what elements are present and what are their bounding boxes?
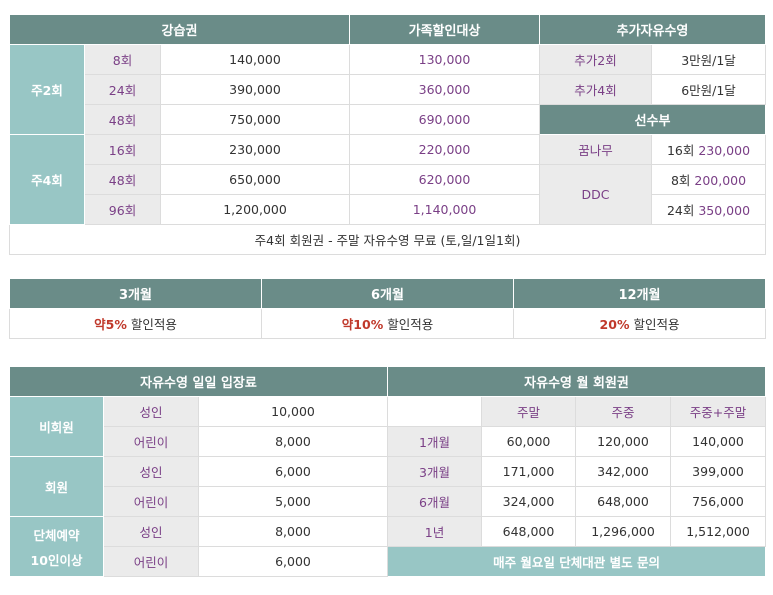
monthly-price: 342,000	[575, 456, 671, 487]
discount-header-12m: 12개월	[513, 278, 766, 309]
family-discount-header: 가족할인대상	[349, 14, 540, 45]
daily-price: 8,000	[198, 426, 388, 457]
adult-label: 성인	[103, 396, 199, 427]
adult-label: 성인	[103, 516, 199, 547]
daily-price: 6,000	[198, 546, 388, 577]
family-price: 130,000	[349, 44, 540, 75]
daily-fee-header: 자유수영 일일 입장료	[9, 366, 388, 397]
monthly-col-weekday: 주중	[575, 396, 671, 427]
athlete-count: 16회	[666, 143, 695, 158]
lesson-count: 96회	[84, 194, 161, 225]
monthly-price: 1,296,000	[575, 516, 671, 547]
monthly-price: 60,000	[481, 426, 576, 457]
monthly-pass-header: 자유수영 월 회원권	[386, 366, 767, 397]
lesson-price: 1,200,000	[160, 194, 350, 225]
monthly-price: 171,000	[481, 456, 576, 487]
athlete-price: 230,000	[698, 143, 751, 158]
monthly-period: 1개월	[387, 426, 482, 457]
lesson-count: 8회	[84, 44, 161, 75]
lesson-count: 24회	[84, 74, 161, 105]
discount-rate: 20%	[599, 317, 630, 332]
discount-cell-3m: 약5% 할인적용	[9, 308, 262, 339]
extra-value: 3만원/1달	[650, 44, 767, 75]
monthly-price: 648,000	[481, 516, 576, 547]
child-label: 어린이	[103, 486, 199, 517]
athlete-label-ggumnamu: 꿈나무	[539, 134, 652, 165]
daily-price: 6,000	[198, 456, 388, 487]
athlete-price: 200,000	[694, 173, 747, 188]
extra-value: 6만원/1달	[650, 74, 767, 105]
lesson-price-table: 강습권 가족할인대상 추가자유수영 주2회 8회 140,000 130,000…	[8, 14, 767, 255]
athlete-count: 24회	[666, 203, 695, 218]
child-label: 어린이	[103, 426, 199, 457]
lesson-count: 48회	[84, 164, 161, 195]
monthly-price: 756,000	[669, 486, 767, 517]
discount-suffix: 할인적용	[383, 317, 434, 332]
lesson-header: 강습권	[9, 14, 350, 45]
monthly-period: 6개월	[387, 486, 482, 517]
member-label: 회원	[9, 456, 104, 517]
extra-swim-header: 추가자유수영	[538, 14, 767, 45]
monthly-price: 399,000	[669, 456, 767, 487]
athlete-price: 350,000	[698, 203, 751, 218]
group-label-2x: 주2회	[9, 44, 85, 135]
monthly-period: 3개월	[387, 456, 482, 487]
discount-rate: 약10%	[341, 317, 384, 332]
lesson-count: 48회	[84, 104, 161, 135]
discount-header-6m: 6개월	[261, 278, 514, 309]
family-price: 360,000	[349, 74, 540, 105]
free-swim-table: 자유수영 일일 입장료 자유수영 월 회원권 비회원 성인 10,000 주말 …	[9, 366, 767, 577]
group-label-4x: 주4회	[9, 134, 85, 225]
monthly-col-weekend: 주말	[481, 396, 576, 427]
monthly-price: 1,512,000	[669, 516, 767, 547]
athlete-label-ddc: DDC	[539, 164, 652, 225]
family-price: 690,000	[349, 104, 540, 135]
discount-suffix: 할인적용	[126, 317, 177, 332]
discount-table: 3개월 6개월 12개월 약5% 할인적용 약10% 할인적용 20% 할인적용	[9, 278, 766, 339]
athlete-count: 8회	[670, 173, 691, 188]
monthly-period: 1년	[387, 516, 482, 547]
group-booking-label: 단체예약 10인이상	[9, 516, 104, 577]
discount-suffix: 할인적용	[629, 317, 680, 332]
discount-cell-6m: 약10% 할인적용	[261, 308, 514, 339]
discount-rate: 약5%	[94, 317, 127, 332]
family-price: 620,000	[349, 164, 540, 195]
monthly-corner-cell	[387, 396, 482, 427]
group-booking-line1: 단체예약	[33, 527, 80, 543]
lesson-price: 230,000	[160, 134, 350, 165]
athlete-value: 16회 230,000	[650, 134, 767, 165]
discount-header-3m: 3개월	[9, 278, 262, 309]
adult-label: 성인	[103, 456, 199, 487]
monthly-price: 324,000	[481, 486, 576, 517]
lesson-note: 주4회 회원권 - 주말 자유수영 무료 (토,일/1일1회)	[8, 224, 767, 255]
family-price: 220,000	[349, 134, 540, 165]
lesson-price: 650,000	[160, 164, 350, 195]
athlete-value: 24회 350,000	[650, 194, 767, 225]
lesson-price: 750,000	[160, 104, 350, 135]
daily-price: 10,000	[198, 396, 388, 427]
group-booking-line2: 10인이상	[30, 552, 83, 568]
athlete-header: 선수부	[538, 104, 767, 135]
monthly-price: 140,000	[669, 426, 767, 457]
child-label: 어린이	[103, 546, 199, 577]
extra-label: 추가4회	[539, 74, 652, 105]
family-price: 1,140,000	[349, 194, 540, 225]
extra-label: 추가2회	[539, 44, 652, 75]
nonmember-label: 비회원	[9, 396, 104, 457]
monthly-col-all: 주중+주말	[669, 396, 767, 427]
monthly-price: 120,000	[575, 426, 671, 457]
daily-price: 5,000	[198, 486, 388, 517]
lesson-price: 390,000	[160, 74, 350, 105]
lesson-price: 140,000	[160, 44, 350, 75]
group-rental-banner: 매주 월요일 단체대관 별도 문의	[386, 546, 767, 577]
monthly-price: 648,000	[575, 486, 671, 517]
discount-cell-12m: 20% 할인적용	[513, 308, 766, 339]
daily-price: 8,000	[198, 516, 388, 547]
lesson-count: 16회	[84, 134, 161, 165]
athlete-value: 8회 200,000	[650, 164, 767, 195]
